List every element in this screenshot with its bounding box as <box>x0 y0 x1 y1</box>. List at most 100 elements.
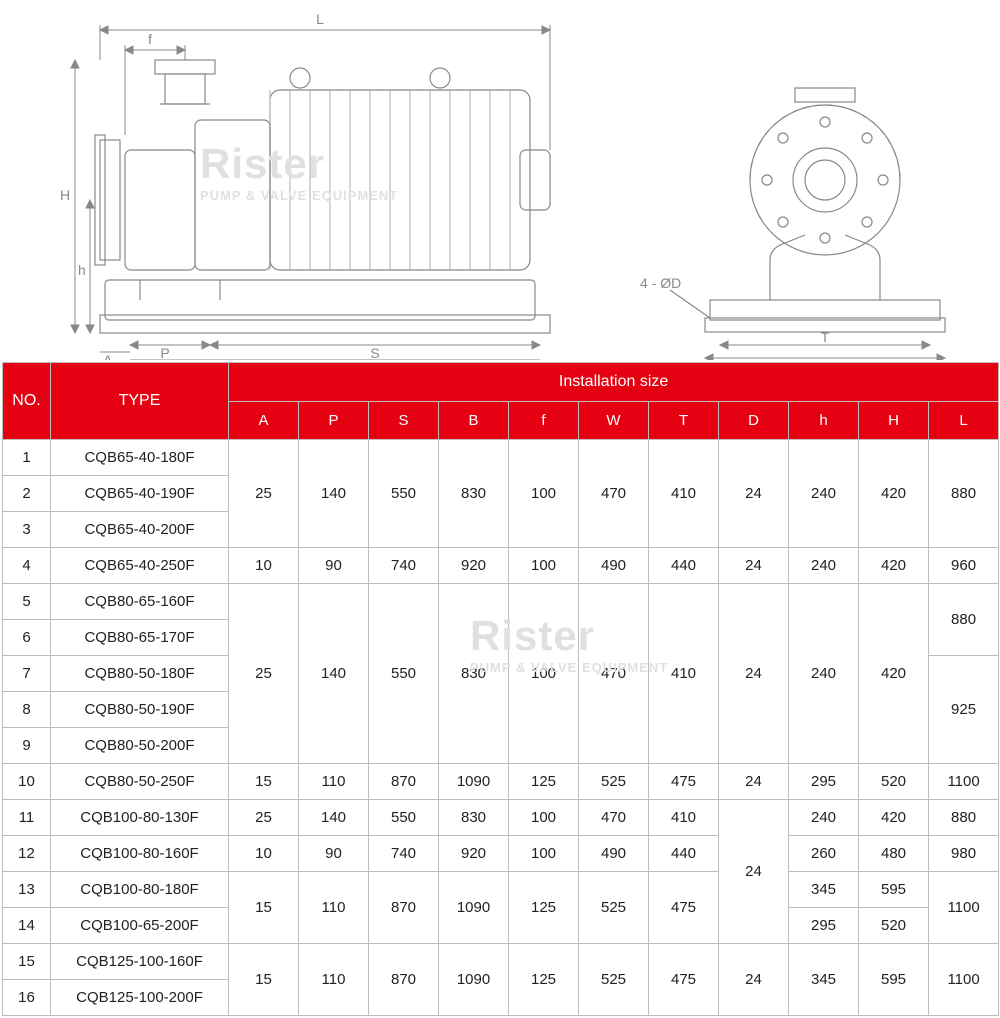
header-col-B: B <box>439 402 509 440</box>
header-no: NO. <box>3 363 51 440</box>
cell: 830 <box>439 800 509 836</box>
cell: 475 <box>649 944 719 1016</box>
cell: 5 <box>3 584 51 620</box>
cell: 9 <box>3 728 51 764</box>
cell: 90 <box>299 836 369 872</box>
cell: 480 <box>859 836 929 872</box>
header-col-A: A <box>229 402 299 440</box>
cell: 240 <box>789 584 859 764</box>
table-row: 11CQB100-80-130F251405508301004704102424… <box>3 800 999 836</box>
cell: 440 <box>649 836 719 872</box>
cell: 140 <box>299 800 369 836</box>
cell: 550 <box>369 800 439 836</box>
cell: 2 <box>3 476 51 512</box>
cell: 24 <box>719 440 789 548</box>
header-col-h: h <box>789 402 859 440</box>
table-row: 15CQB125-100-160F15110870109012552547524… <box>3 944 999 980</box>
cell: 12 <box>3 836 51 872</box>
cell: CQB80-65-170F <box>51 620 229 656</box>
cell: 520 <box>859 908 929 944</box>
svg-text:L: L <box>316 11 324 27</box>
cell: 240 <box>789 440 859 548</box>
header-col-D: D <box>719 402 789 440</box>
svg-text:T: T <box>821 329 830 345</box>
cell: 420 <box>859 440 929 548</box>
cell: 830 <box>439 584 509 764</box>
cell: 880 <box>929 800 999 836</box>
cell: 880 <box>929 440 999 548</box>
cell: 345 <box>789 944 859 1016</box>
cell: 16 <box>3 980 51 1016</box>
cell: 295 <box>789 908 859 944</box>
pump-drawing: L f H h P S A <box>0 0 1000 360</box>
cell: 25 <box>229 584 299 764</box>
cell: 24 <box>719 764 789 800</box>
cell: 10 <box>3 764 51 800</box>
header-col-P: P <box>299 402 369 440</box>
svg-text:H: H <box>60 187 70 203</box>
cell: CQB65-40-190F <box>51 476 229 512</box>
cell: CQB100-65-200F <box>51 908 229 944</box>
cell: 24 <box>719 800 789 944</box>
cell: 6 <box>3 620 51 656</box>
svg-text:4 - ØD: 4 - ØD <box>640 275 681 291</box>
cell: 4 <box>3 548 51 584</box>
cell: 520 <box>859 764 929 800</box>
table-body: 1CQB65-40-180F25140550830100470410242404… <box>3 440 999 1016</box>
svg-text:S: S <box>370 345 379 360</box>
table-row: 12CQB100-80-160F109074092010049044026048… <box>3 836 999 872</box>
cell: CQB100-80-130F <box>51 800 229 836</box>
cell: 960 <box>929 548 999 584</box>
cell: 110 <box>299 764 369 800</box>
cell: CQB80-50-250F <box>51 764 229 800</box>
header-type: TYPE <box>51 363 229 440</box>
cell: 870 <box>369 764 439 800</box>
cell: 440 <box>649 548 719 584</box>
header-col-f: f <box>509 402 579 440</box>
cell: 1100 <box>929 944 999 1016</box>
cell: 24 <box>719 548 789 584</box>
cell: 475 <box>649 764 719 800</box>
cell: CQB80-50-180F <box>51 656 229 692</box>
cell: 420 <box>859 584 929 764</box>
cell: 490 <box>579 836 649 872</box>
table-row: 5CQB80-65-160F25140550830100470410242404… <box>3 584 999 620</box>
cell: 140 <box>299 440 369 548</box>
cell: CQB80-50-200F <box>51 728 229 764</box>
cell: 240 <box>789 800 859 836</box>
cell: CQB100-80-160F <box>51 836 229 872</box>
cell: 595 <box>859 872 929 908</box>
cell: 10 <box>229 548 299 584</box>
cell: 525 <box>579 764 649 800</box>
cell: 550 <box>369 584 439 764</box>
cell: CQB125-100-200F <box>51 980 229 1016</box>
cell: 10 <box>229 836 299 872</box>
cell: 920 <box>439 548 509 584</box>
installation-size-table: NO. TYPE Installation size APSBfWTDhHL 1… <box>2 362 999 1016</box>
cell: 100 <box>509 440 579 548</box>
cell: 830 <box>439 440 509 548</box>
cell: 740 <box>369 836 439 872</box>
cell: 420 <box>859 548 929 584</box>
cell: 870 <box>369 872 439 944</box>
cell: 24 <box>719 944 789 1016</box>
cell: 470 <box>579 440 649 548</box>
table-header: NO. TYPE Installation size APSBfWTDhHL <box>3 363 999 440</box>
cell: 1090 <box>439 872 509 944</box>
cell: CQB80-65-160F <box>51 584 229 620</box>
cell: 880 <box>929 584 999 656</box>
cell: 1090 <box>439 944 509 1016</box>
cell: CQB80-50-190F <box>51 692 229 728</box>
cell: 490 <box>579 548 649 584</box>
cell: 470 <box>579 800 649 836</box>
cell: 475 <box>649 872 719 944</box>
cell: 100 <box>509 548 579 584</box>
svg-text:A: A <box>103 352 113 360</box>
table-row: 1CQB65-40-180F25140550830100470410242404… <box>3 440 999 476</box>
cell: 110 <box>299 872 369 944</box>
svg-text:f: f <box>148 31 152 47</box>
cell: 90 <box>299 548 369 584</box>
cell: 870 <box>369 944 439 1016</box>
header-col-L: L <box>929 402 999 440</box>
cell: CQB125-100-160F <box>51 944 229 980</box>
